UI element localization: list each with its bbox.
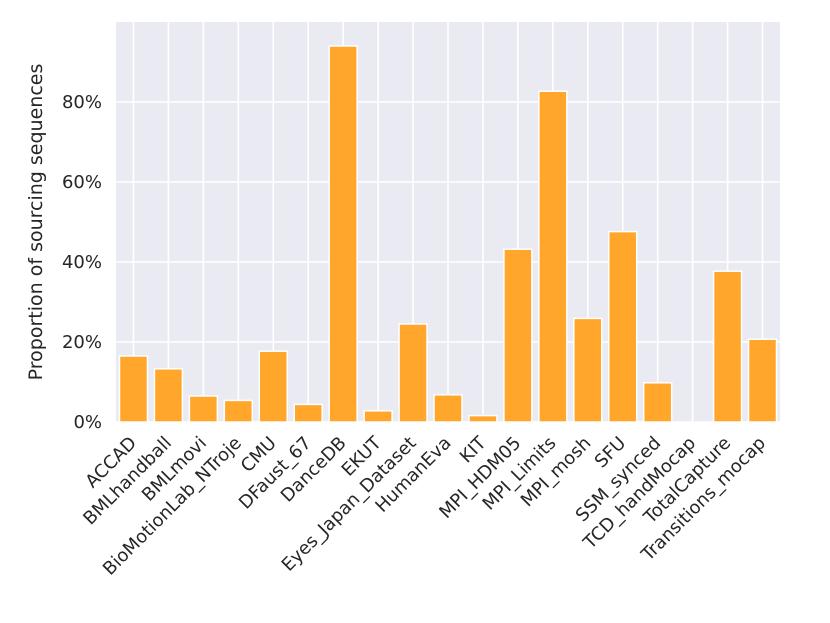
y-tick-label: 0% <box>73 412 102 433</box>
y-tick-label: 20% <box>62 332 102 353</box>
bar-BMLhandball <box>153 368 184 423</box>
bar-TotalCapture <box>712 270 743 423</box>
bar-Transitions_mocap <box>747 338 778 423</box>
y-tick-label: 40% <box>62 252 102 273</box>
bar-Eyes_Japan_Dataset <box>398 323 428 423</box>
y-tick-label: 60% <box>62 172 102 193</box>
bar-BioMotionLab_NTroje <box>223 399 254 423</box>
bar-CMU <box>258 350 288 423</box>
y-tick-labels: 0% 20% 40% 60% 80% <box>62 92 102 433</box>
bar-DanceDB <box>328 45 358 423</box>
bar-BMLmovi <box>188 395 219 423</box>
bar-SSM_synced <box>642 382 673 423</box>
bar-HumanEva <box>433 394 463 423</box>
y-tick-label: 80% <box>62 92 102 113</box>
x-tick-labels: ACCADBMLhandballBMLmoviBioMotionLab_NTro… <box>79 432 770 580</box>
bars <box>118 45 778 423</box>
bar-MPI_mosh <box>573 317 603 423</box>
bar-MPI_Limits <box>538 90 568 423</box>
bar-ACCAD <box>118 355 149 423</box>
bar-SFU <box>608 230 638 423</box>
bar-EKUT <box>363 410 393 423</box>
bar-KIT <box>468 414 498 423</box>
bar-DFaust_67 <box>293 403 323 423</box>
bar-MPI_HDM05 <box>503 248 533 423</box>
y-axis-title: Proportion of sourcing sequences <box>25 64 47 381</box>
